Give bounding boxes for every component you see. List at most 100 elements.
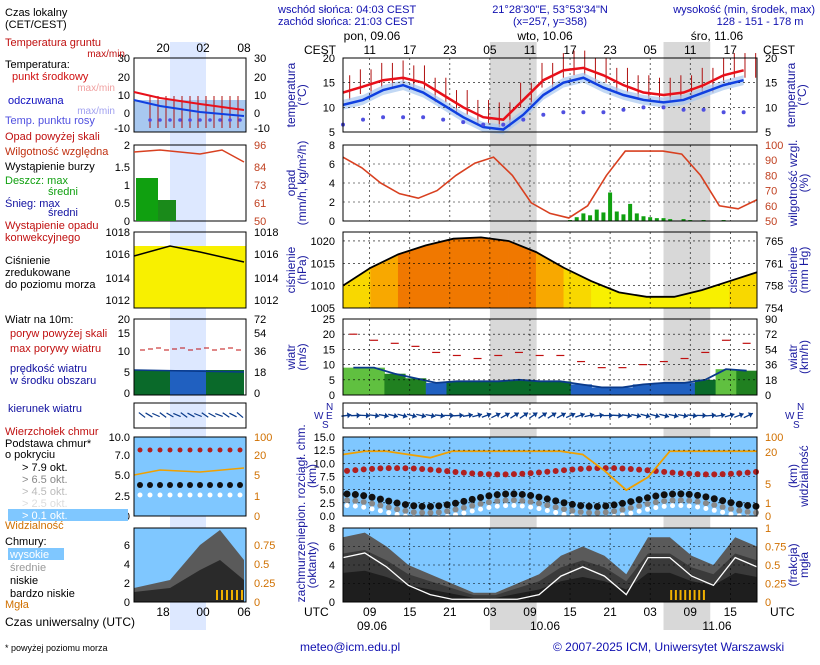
- cloud-base-dot: [678, 503, 683, 508]
- cloud-base-dot: [652, 493, 659, 500]
- cloud-base-dot: [703, 506, 708, 511]
- dewpoint-dot: [501, 123, 505, 127]
- cloud-base-dot: [495, 504, 500, 509]
- legend-cloud-base: Podstawa chmur*o pokryciu: [5, 438, 92, 461]
- pressure-fill: [426, 239, 454, 308]
- legend-local-time: Czas lokalny(CET/CEST): [5, 7, 68, 31]
- legend-pressure-tick-left: 1014: [106, 273, 130, 285]
- dewpoint-dot: [421, 115, 425, 119]
- footer-copyright: © 2007-2025 ICM, Uniwersytet Warszawski: [553, 640, 784, 654]
- legend-cloud-tick-right: 5: [254, 470, 260, 482]
- cloud-base-dot: [552, 497, 559, 504]
- cloud-base-dot: [511, 497, 517, 503]
- legend-cloud-base-dot-2: [238, 493, 243, 498]
- legend-wind-arrow-shaft: [160, 413, 166, 418]
- legend-pressure-fill: [134, 246, 246, 308]
- cloud-top-dot: [511, 471, 517, 477]
- legend-wind-arrow-shaft: [229, 413, 236, 417]
- cloud-base-dot: [619, 500, 626, 507]
- cest-tick: 17: [724, 43, 738, 57]
- legend-wind-tick-right: 54: [254, 328, 266, 340]
- legend-temp-tick-right: 30: [254, 53, 266, 65]
- legend-precip-tick-right: 73: [254, 180, 266, 192]
- pressure-fill: [481, 237, 509, 308]
- cloud-base-dot: [344, 490, 351, 497]
- cest-tick: 17: [563, 43, 577, 57]
- cloud-base-dot: [653, 499, 659, 505]
- cloud-base-dot: [494, 491, 501, 498]
- day-label-bottom: 09.06: [357, 619, 387, 633]
- legend-cest-tick: 20: [156, 41, 170, 55]
- cloud-base-dot: [535, 494, 542, 501]
- precip-tick-left: 2: [329, 197, 335, 209]
- cloud-base-dot: [435, 502, 442, 509]
- cloud-base-dot: [636, 496, 643, 503]
- cloud-base-dot: [736, 508, 742, 514]
- cloud-base-dot: [544, 495, 551, 502]
- cloud-top-dot: [553, 468, 559, 474]
- cloud-base-dot: [727, 499, 734, 506]
- cloud-base-dot: [361, 499, 367, 505]
- fog-tick-right: 0.5: [765, 560, 780, 572]
- cloud-base-dot: [678, 497, 684, 503]
- legend-precip-tick-left: 0.5: [115, 198, 130, 210]
- cloud-base-dot: [719, 497, 726, 504]
- dewpoint-dot: [561, 110, 565, 114]
- legend-cloud-top-dot: [188, 448, 193, 453]
- utc-tick: 03: [643, 605, 657, 619]
- pressure-tick-right: 761: [765, 258, 783, 270]
- legend-cloud-base-dot: [227, 482, 233, 488]
- temp-tick-right: 10: [765, 102, 777, 114]
- cloud-top-dot: [745, 470, 751, 476]
- cloud-base-dot: [478, 507, 483, 512]
- cloud-base-dot: [712, 508, 717, 513]
- cloud-base-dot: [695, 499, 701, 505]
- legend-soil-maxmin: max/min: [87, 49, 125, 60]
- cloud-top-dot: [352, 467, 358, 473]
- utc-tick: 09: [523, 605, 537, 619]
- cloud-top-dot: [494, 471, 500, 477]
- legend-cover-tick-left: 6: [124, 540, 130, 552]
- cloud-base-dot: [527, 492, 534, 499]
- legend-temp-tick-right: 10: [254, 90, 266, 102]
- legend-cloud-top-dot: [178, 448, 183, 453]
- wind-tick-right: 36: [765, 360, 777, 372]
- cloud-base-dot: [669, 491, 676, 498]
- wind-speed-bar: [529, 381, 550, 395]
- legend-dew-dot: [198, 118, 202, 122]
- legend-dewpoint: Temp. punktu rosy: [5, 115, 95, 127]
- legend-cover-tick-right: 0.5: [254, 559, 269, 571]
- sunrise-text: wschód słońca: 04:03 CEST: [277, 4, 416, 16]
- legend-utc-tick: 00: [196, 605, 210, 619]
- cloud-base-dot: [361, 505, 366, 510]
- legend-wind-tick-left: 0: [124, 388, 130, 400]
- cloud-top-dot: [753, 469, 759, 475]
- rain-bar: [628, 204, 632, 221]
- cloud-base-dot: [711, 502, 717, 508]
- wind-axis-right: wiatr(km/h): [786, 340, 811, 374]
- cloud-base-dot: [686, 491, 693, 498]
- precip-tick-left: 8: [329, 140, 335, 152]
- legend-cloud-base-dot-2: [188, 493, 193, 498]
- cloud-top-dot: [528, 470, 534, 476]
- cloud-top-dot: [578, 466, 584, 472]
- cloud-top-dot: [419, 466, 425, 472]
- temp-axis-left: temperatura(°C): [284, 62, 309, 127]
- legend-dew-dot: [178, 118, 182, 122]
- cloud-top-dot: [569, 466, 575, 472]
- pressure-tick-left: 1015: [311, 258, 335, 270]
- utc-tick: 15: [563, 605, 577, 619]
- pressure-axis-right: ciśnienie(mm Hg): [786, 246, 811, 293]
- cloud-base-dot: [394, 499, 401, 506]
- legend-cloud-base-dot-2: [228, 493, 233, 498]
- cloud-top-dot: [686, 471, 692, 477]
- legend-cloud-base-dot: [187, 482, 193, 488]
- cloud-base-dot: [753, 510, 759, 516]
- day-label-top: śro, 11.06: [691, 29, 744, 43]
- humidity-tick-right: 50: [765, 216, 777, 228]
- legend-gust-max: max porywy wiatru: [10, 343, 101, 355]
- utc-tick: 09: [684, 605, 698, 619]
- wind-speed-bar: [447, 381, 468, 395]
